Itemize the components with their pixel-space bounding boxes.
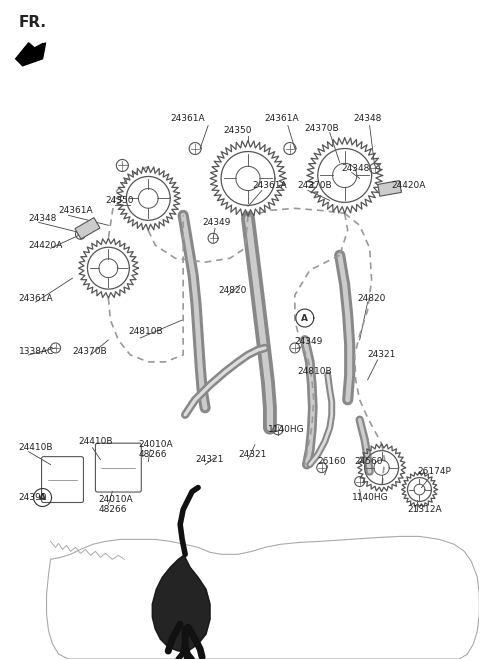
Text: 24410B: 24410B xyxy=(78,437,113,446)
Text: 24361A: 24361A xyxy=(19,294,53,302)
Text: 24420A: 24420A xyxy=(392,181,426,190)
Polygon shape xyxy=(152,554,210,651)
Text: 24420A: 24420A xyxy=(29,241,63,249)
Text: 24410B: 24410B xyxy=(19,443,53,452)
Text: 24321: 24321 xyxy=(368,350,396,360)
Text: 24810B: 24810B xyxy=(128,327,163,337)
Text: 24348: 24348 xyxy=(342,164,370,173)
Text: 24361A: 24361A xyxy=(252,181,287,190)
Text: 1140HG: 1140HG xyxy=(352,493,388,502)
Text: 24348: 24348 xyxy=(29,214,57,223)
Polygon shape xyxy=(378,181,401,196)
Text: 24361A: 24361A xyxy=(264,114,299,123)
Text: 24321: 24321 xyxy=(238,450,266,459)
Text: 24350: 24350 xyxy=(106,196,134,205)
Text: 26160: 26160 xyxy=(318,457,347,466)
Text: 24390: 24390 xyxy=(19,493,47,502)
Polygon shape xyxy=(16,43,46,66)
Text: 26174P: 26174P xyxy=(418,467,451,476)
Text: 24361A: 24361A xyxy=(171,114,205,123)
Text: A: A xyxy=(301,314,308,323)
Text: 24560: 24560 xyxy=(355,457,383,466)
Text: 24010A: 24010A xyxy=(138,440,173,449)
Text: 24810B: 24810B xyxy=(298,368,333,376)
Text: 48266: 48266 xyxy=(138,450,167,459)
Text: 24010A: 24010A xyxy=(98,495,133,504)
Polygon shape xyxy=(75,218,100,239)
Text: 1338AC: 1338AC xyxy=(19,347,54,356)
Text: 48266: 48266 xyxy=(98,505,127,514)
Text: 24349: 24349 xyxy=(202,218,230,227)
Text: 24370B: 24370B xyxy=(72,347,107,356)
Text: FR.: FR. xyxy=(19,15,47,30)
Text: 24370B: 24370B xyxy=(304,124,339,133)
Text: 24820: 24820 xyxy=(358,294,386,302)
Text: 24370B: 24370B xyxy=(298,181,333,190)
Text: 21312A: 21312A xyxy=(408,505,442,514)
Text: 1140HG: 1140HG xyxy=(268,425,304,434)
Text: 24820: 24820 xyxy=(218,286,246,294)
Text: 24350: 24350 xyxy=(224,126,252,135)
Text: 24321: 24321 xyxy=(195,455,224,464)
Text: 24361A: 24361A xyxy=(59,206,93,215)
Text: A: A xyxy=(39,493,46,502)
Text: 24349: 24349 xyxy=(295,337,323,346)
Text: 24348: 24348 xyxy=(353,114,382,123)
